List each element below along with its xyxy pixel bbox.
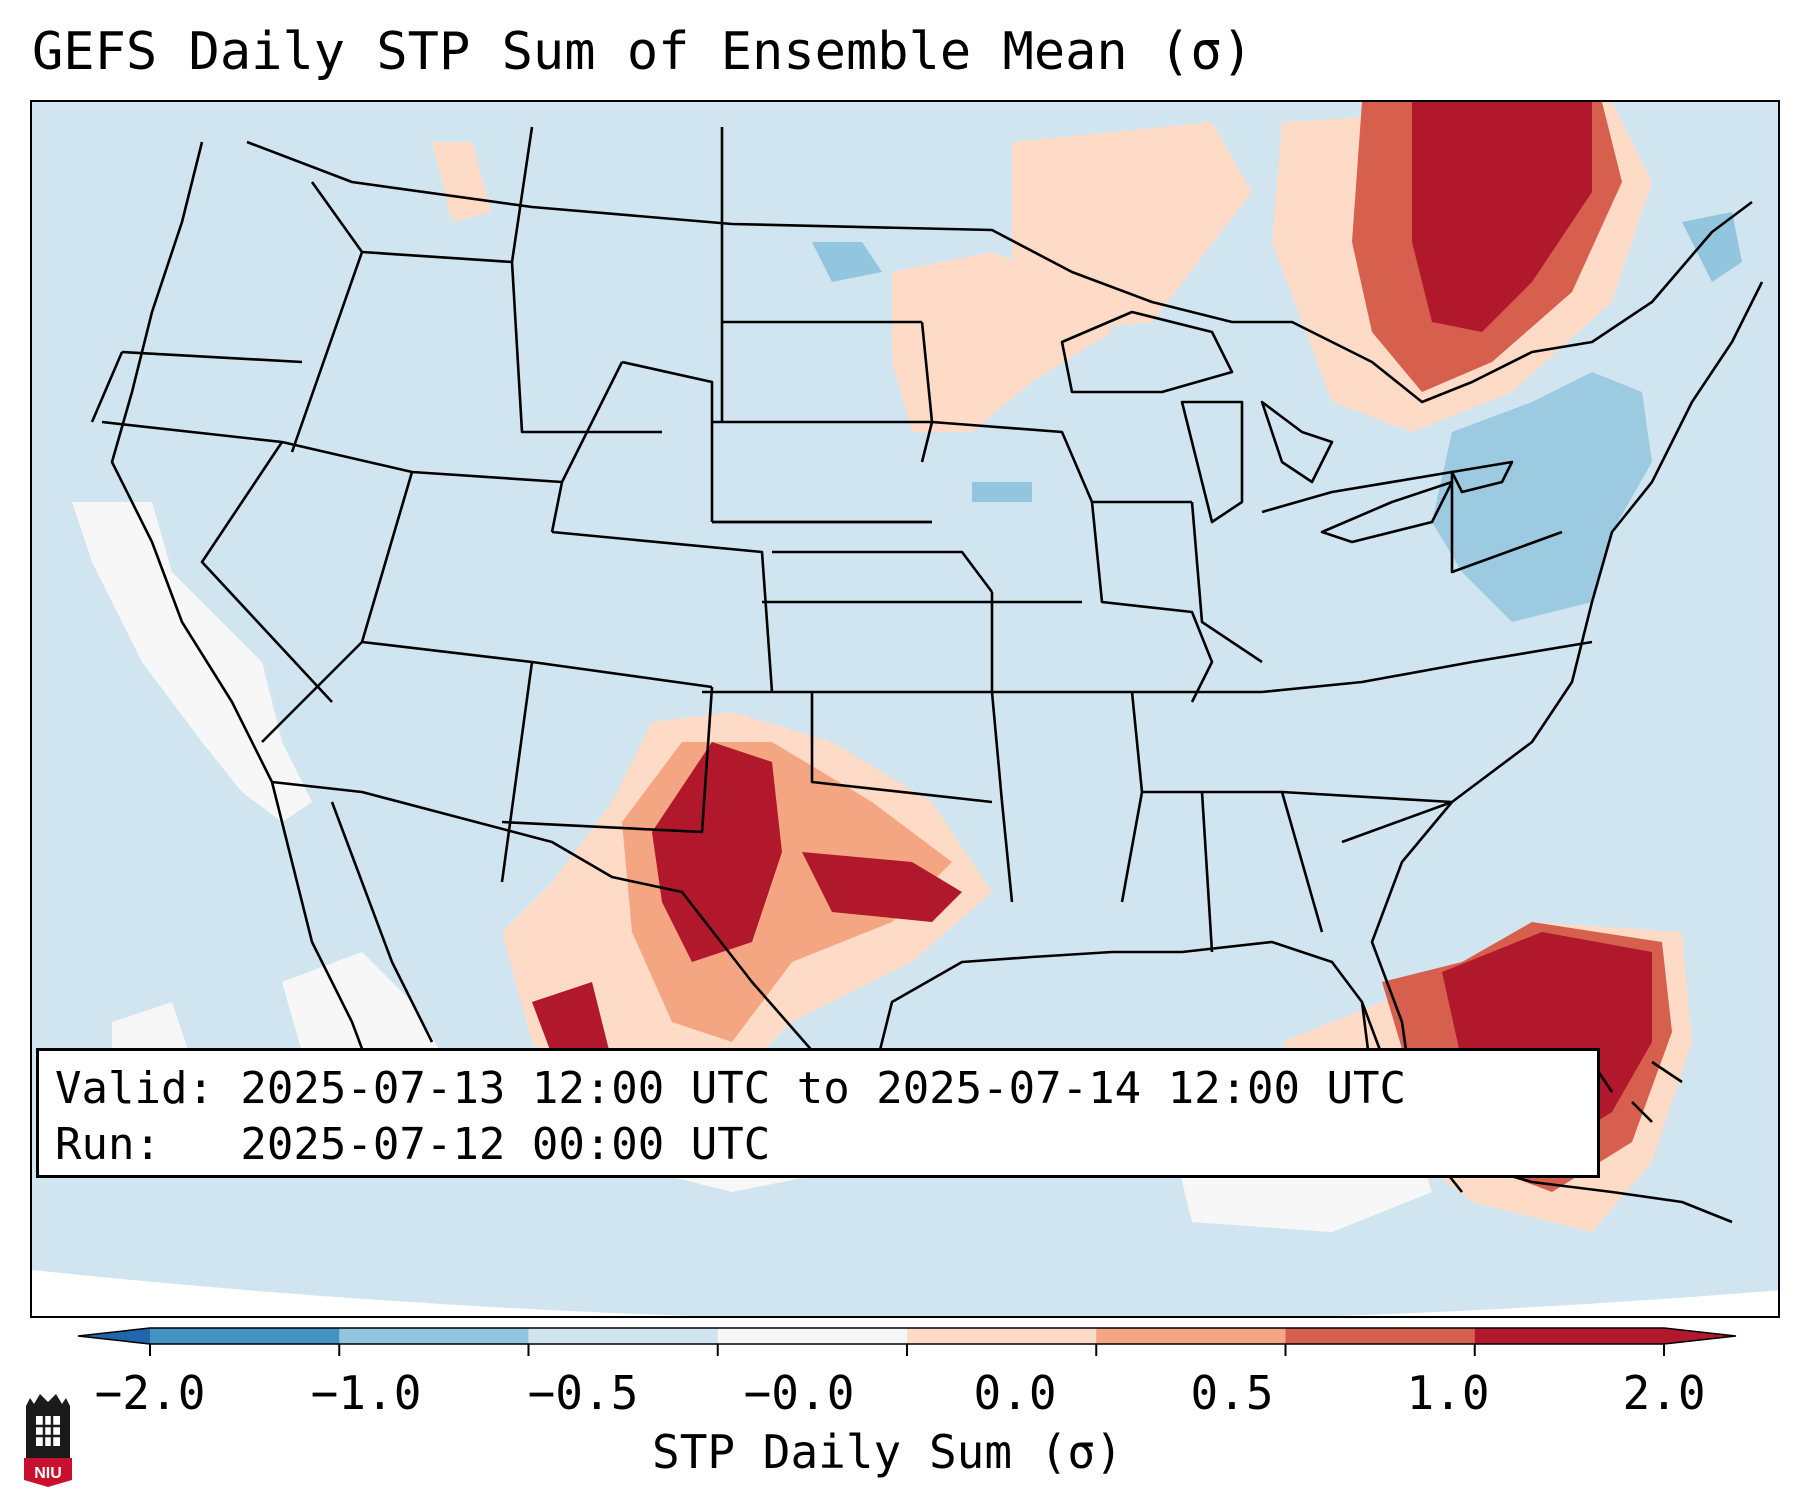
tick-label: 0.0 xyxy=(973,1366,1057,1420)
logo-window-bars xyxy=(36,1416,60,1446)
logo-text: NIU xyxy=(34,1465,62,1482)
cuba-and-bahamas xyxy=(1461,1060,1733,1224)
iowa-blue-patch xyxy=(972,482,1032,502)
west-interior-borders xyxy=(90,351,932,743)
tick-label: −1.0 xyxy=(310,1366,422,1420)
oklahoma-core-patch xyxy=(802,852,962,922)
colorbar-segment xyxy=(150,1328,340,1344)
gulf-coast xyxy=(870,801,1453,1124)
run-time-text: Run: 2025-07-12 00:00 UTC xyxy=(55,1119,771,1170)
south-borders xyxy=(1120,640,1593,953)
maine-blue-patch xyxy=(1682,212,1742,282)
northern-rockies-borders xyxy=(121,126,934,463)
colorbar-segment xyxy=(339,1328,529,1344)
colorbar xyxy=(77,1327,1737,1356)
state-and-country-borders xyxy=(90,126,1764,1224)
montana-light-patch xyxy=(432,142,492,222)
us-west-coast xyxy=(110,141,274,783)
colorbar-segment xyxy=(528,1328,719,1344)
logo-shield xyxy=(24,1458,72,1487)
four-corners-borders xyxy=(361,530,993,883)
colorbar-extend-high xyxy=(1664,1328,1736,1344)
tick-label: −0.0 xyxy=(743,1366,855,1420)
colorbar-segment xyxy=(1285,1328,1476,1344)
tick-label: 0.5 xyxy=(1190,1366,1274,1420)
tick-label: −0.5 xyxy=(527,1366,639,1420)
colorbar-segment xyxy=(1096,1328,1286,1344)
quebec-core-patch xyxy=(1412,102,1592,332)
us-canada-border xyxy=(246,140,1753,404)
tick-label: 1.0 xyxy=(1406,1366,1490,1420)
valid-run-info-box: Valid: 2025-07-13 12:00 UTC to 2025-07-1… xyxy=(36,1048,1600,1178)
ontario-light-patch xyxy=(1012,122,1252,332)
new-mexico-core-patch xyxy=(652,742,782,962)
tick-label: 2.0 xyxy=(1622,1366,1706,1420)
colorbar-label: STP Daily Sum (σ) xyxy=(652,1425,1123,1479)
midwest-borders xyxy=(931,420,1563,703)
colorbar-segment xyxy=(907,1328,1097,1344)
tick-label: −2.0 xyxy=(94,1366,206,1420)
dakota-blue-patch xyxy=(812,242,882,282)
logo-window-grid xyxy=(36,1416,60,1446)
chart-title: GEFS Daily STP Sum of Ensemble Mean (σ) xyxy=(32,22,1253,82)
great-lakes xyxy=(1060,310,1514,544)
valid-time-text: Valid: 2025-07-13 12:00 UTC to 2025-07-1… xyxy=(55,1063,1407,1114)
central-plains-borders xyxy=(712,420,1132,903)
east-coast xyxy=(1451,281,1764,804)
colorbar-segment xyxy=(1474,1328,1665,1344)
colorbar-extend-low xyxy=(78,1328,150,1344)
niu-logo: NIU xyxy=(24,1394,72,1487)
colorbar-segment xyxy=(717,1328,908,1344)
